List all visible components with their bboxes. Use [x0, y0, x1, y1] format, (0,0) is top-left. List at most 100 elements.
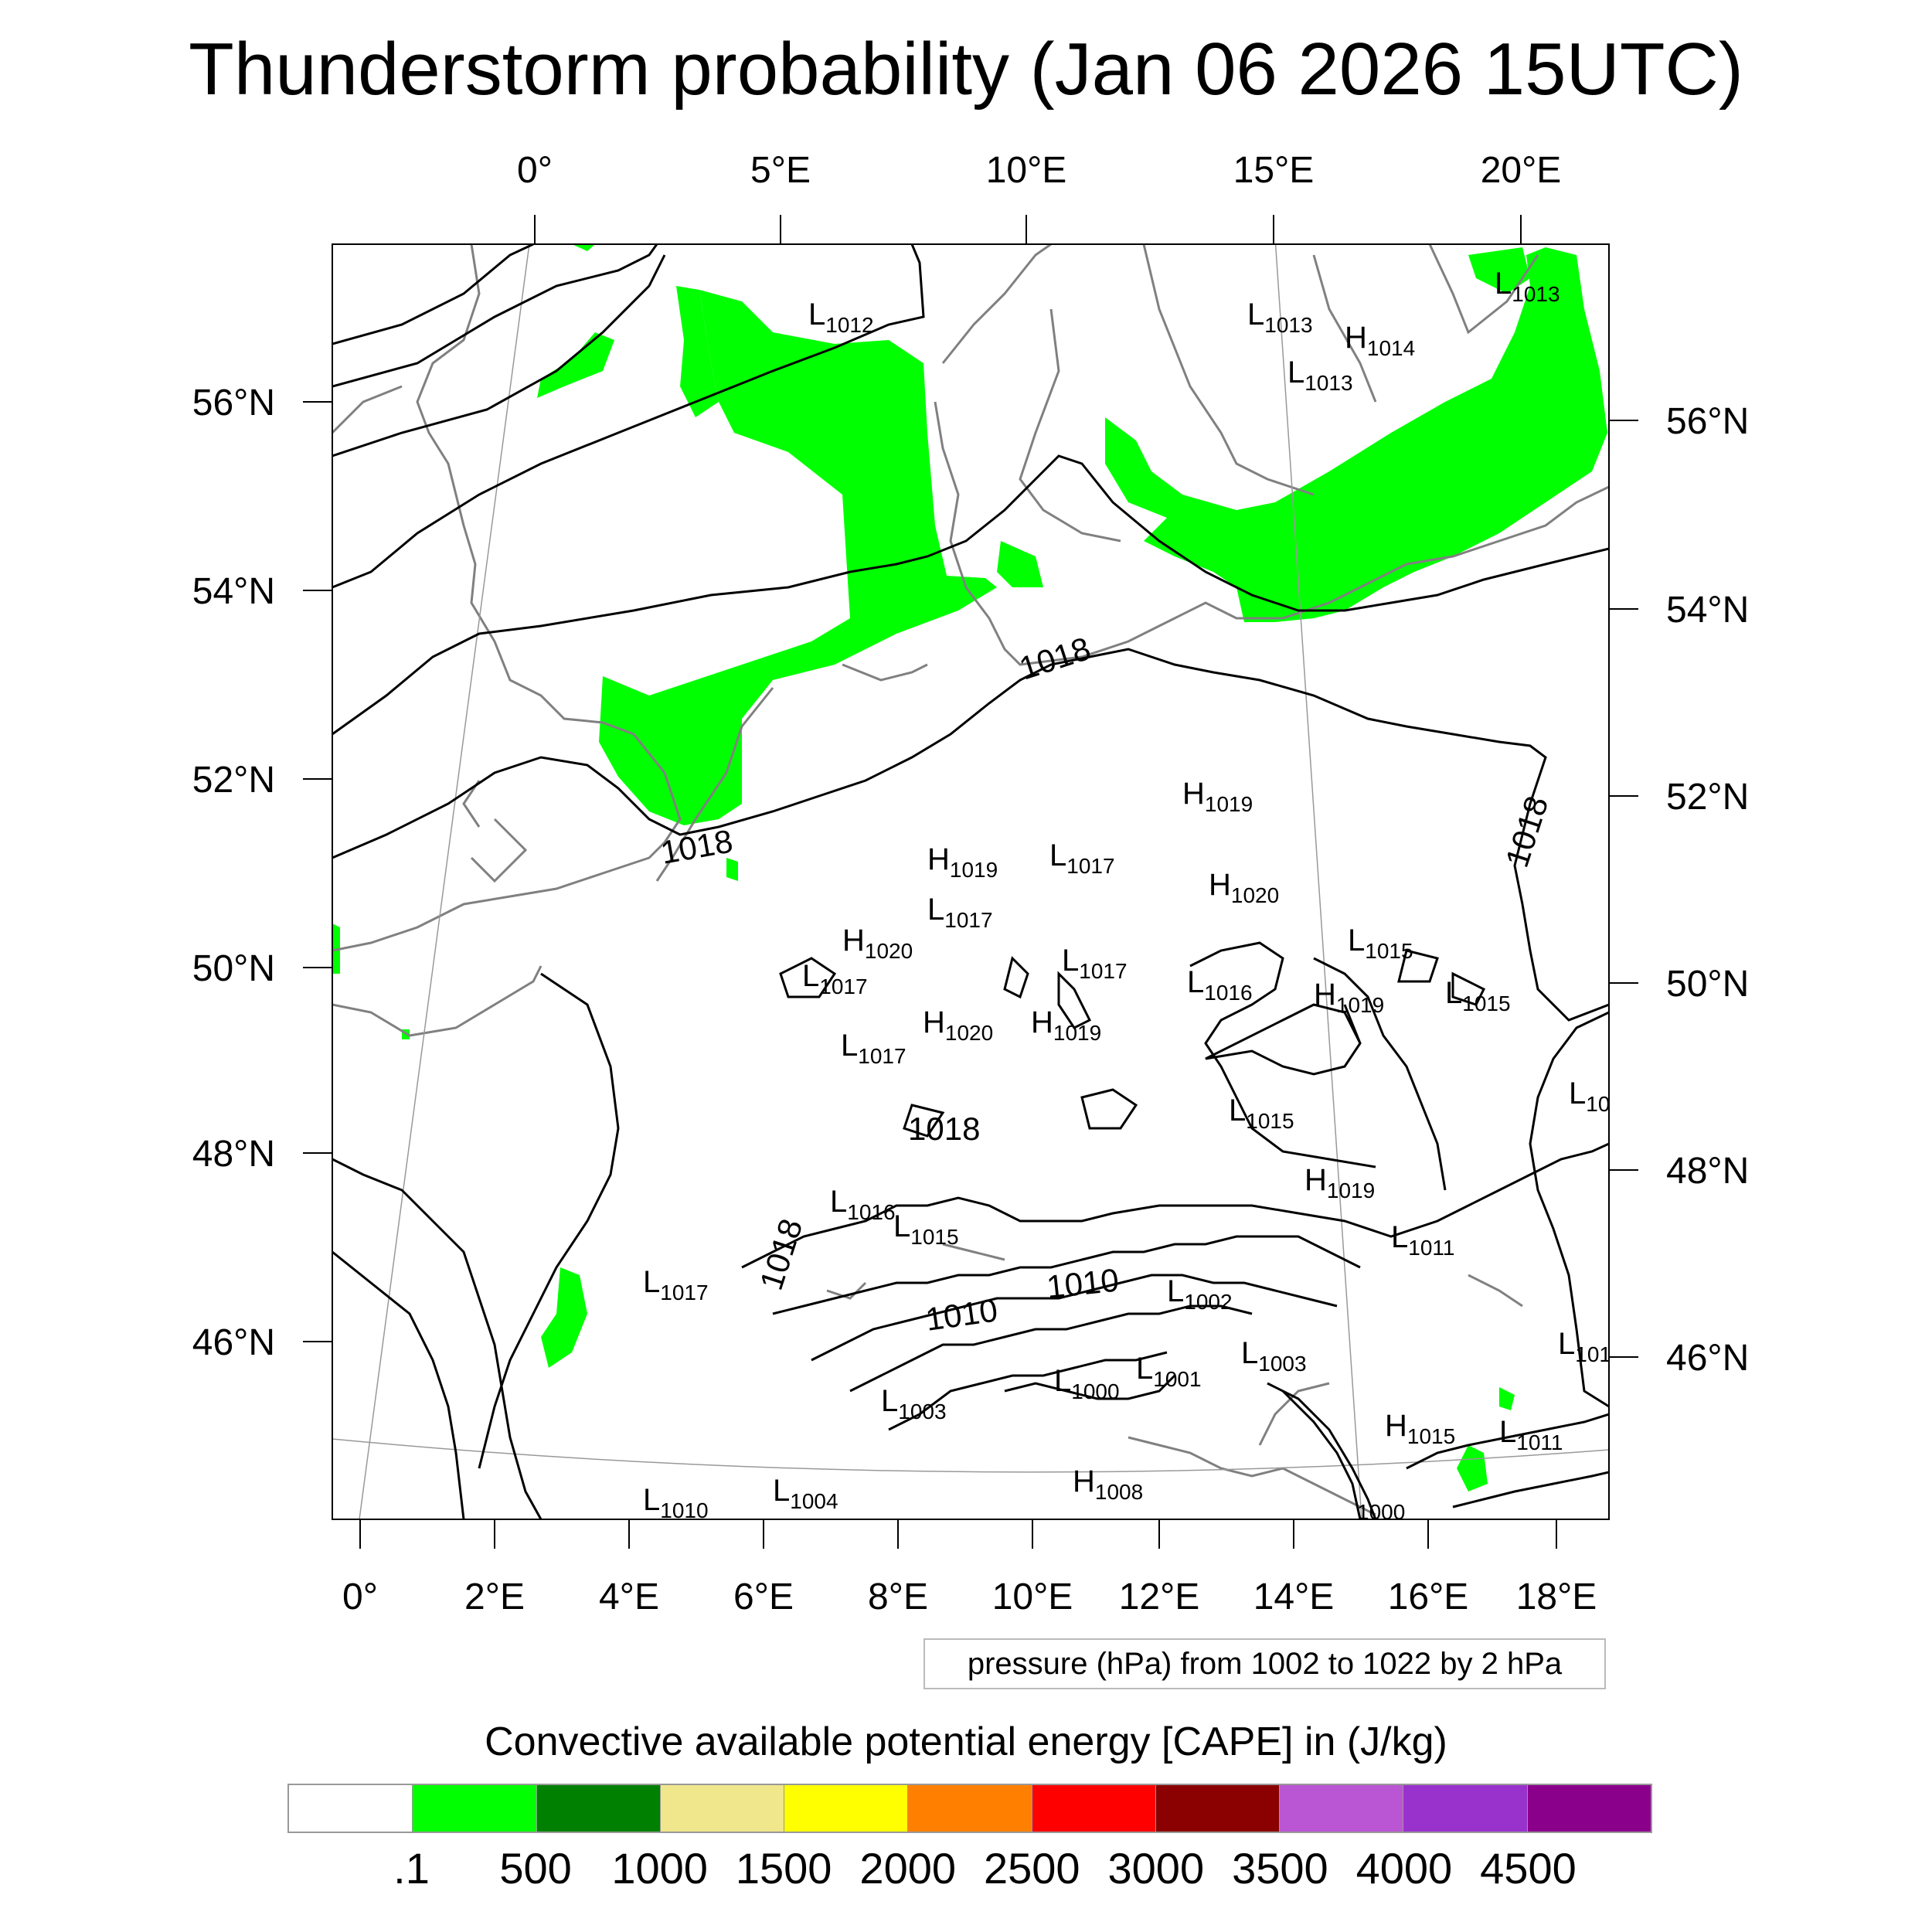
colorbar-swatch [1527, 1785, 1651, 1832]
bottom-lon-label: 10°E [992, 1577, 1073, 1617]
colorbar-swatch [413, 1785, 537, 1832]
isobar-label: 1018 [753, 1214, 810, 1294]
cape-area-north-sea-west [676, 286, 719, 417]
right-lat-label: 54°N [1666, 590, 1749, 631]
colorbar-swatch [289, 1785, 413, 1832]
map-frame [332, 243, 1610, 1520]
cape-area-uk-east [537, 332, 614, 398]
pressure-center: L1013 [1287, 355, 1353, 395]
pressure-center: L10 [1569, 1077, 1610, 1116]
pressure-center: L1011 [1499, 1415, 1563, 1454]
right-lat-label: 48°N [1666, 1151, 1749, 1192]
colorbar-label: 4000 [1355, 1844, 1453, 1893]
pressure-center: H1020 [1209, 868, 1279, 907]
pressure-center: H1019 [1314, 978, 1384, 1017]
pressure-center: H1008 [1073, 1464, 1143, 1504]
colorbar-swatch [1155, 1785, 1281, 1832]
pressure-center: L1015 [1445, 976, 1511, 1015]
pressure-center: L1010 [643, 1483, 709, 1522]
pressure-center: L1015 [1348, 923, 1413, 963]
bottom-lon-labels: 0° 2°E 4°E 6°E 8°E 10°E 12°E 14°E 16°E 1… [342, 1577, 1597, 1617]
colorbar-label: .1 [393, 1844, 430, 1893]
colorbar-swatch [1280, 1785, 1404, 1832]
colorbar [287, 1784, 1652, 1833]
colorbar-title: Convective available potential energy [C… [485, 1719, 1447, 1764]
pressure-center: H1019 [1304, 1163, 1375, 1202]
bottom-lon-label: 12°E [1119, 1577, 1200, 1617]
pressure-center: L101 [1558, 1327, 1611, 1366]
tick-marks [303, 215, 1638, 1549]
pressure-center: L1017 [841, 1029, 906, 1068]
colorbar-label: 3000 [1107, 1844, 1205, 1893]
cape-area-north-sea [599, 290, 997, 825]
colorbar-swatch [660, 1785, 785, 1832]
pressure-center: L1017 [802, 959, 868, 998]
colorbar-swatch [1403, 1785, 1528, 1832]
cape-area-channel [726, 858, 738, 881]
left-lat-label: 54°N [192, 571, 275, 612]
pressure-center: H1015 [1385, 1409, 1455, 1448]
bottom-lon-label: 8°E [868, 1577, 928, 1617]
pressure-center: L1011 [1391, 1220, 1454, 1260]
isobar-labels: 1018 1018 1018 1018 1018 1010 1010 [658, 630, 1555, 1338]
pressure-center: L1003 [1241, 1336, 1307, 1376]
colorbar-label: 2500 [983, 1844, 1080, 1893]
pressure-center: H1019 [1031, 1005, 1101, 1045]
left-lat-labels: 56°N 54°N 52°N 50°N 48°N 46°N [192, 383, 275, 1363]
cape-area-croatia [1499, 1387, 1515, 1410]
cape-area-baltic [1105, 247, 1607, 622]
bottom-lon-label: 14°E [1253, 1577, 1335, 1617]
pressure-center: L1004 [773, 1474, 838, 1513]
isobar-label: 1018 [908, 1111, 980, 1147]
pressure-center: L1017 [1062, 944, 1128, 983]
colorbar-label: 1000 [611, 1844, 708, 1893]
left-lat-label: 48°N [192, 1134, 275, 1175]
cape-area-small-2 [572, 244, 595, 251]
bottom-lon-label: 4°E [599, 1577, 659, 1617]
top-lon-labels: 0° 5°E 10°E 15°E 20°E [517, 150, 1561, 191]
top-lon-label: 10°E [986, 150, 1067, 191]
top-lon-label: 5°E [750, 150, 811, 191]
left-lat-label: 56°N [192, 383, 275, 423]
pressure-center: L1017 [1049, 838, 1115, 878]
pressure-info-box: pressure (hPa) from 1002 to 1022 by 2 hP… [923, 1638, 1606, 1689]
graticule [332, 244, 1609, 1519]
top-lon-label: 20°E [1481, 150, 1562, 191]
isobar-label: 1018 [1498, 791, 1556, 871]
colorbar-label: 4500 [1480, 1844, 1577, 1893]
cape-area-skagerrak [997, 541, 1043, 587]
left-lat-label: 46°N [192, 1322, 275, 1363]
isobars [332, 244, 1609, 1519]
pressure-center: L1001 [1136, 1352, 1202, 1391]
isobar-label: 1010 [923, 1291, 1000, 1338]
cape-area-adriatic [1457, 1445, 1488, 1492]
pressure-center: 1000 [1357, 1500, 1405, 1524]
colorbar-label: 2000 [859, 1844, 956, 1893]
pressure-center: L1016 [1187, 965, 1253, 1005]
isobar-label: 1010 [1045, 1261, 1121, 1305]
left-lat-label: 52°N [192, 760, 275, 801]
pressure-center: H1020 [842, 923, 913, 963]
colorbar-label: 500 [499, 1844, 572, 1893]
pressure-center: L1017 [927, 893, 993, 932]
cape-area-france-west [541, 1267, 587, 1368]
right-lat-label: 52°N [1666, 777, 1749, 818]
pressure-center: H1019 [1182, 777, 1253, 816]
pressure-centers: L1012 L1013 L1013 H1014 L1013 H1019 L101… [643, 267, 1611, 1524]
top-lon-label: 0° [517, 150, 553, 191]
bottom-lon-label: 6°E [733, 1577, 794, 1617]
pressure-center: L1015 [893, 1209, 959, 1249]
colorbar-swatch [908, 1785, 1032, 1832]
cape-shading [332, 244, 1607, 1492]
bottom-lon-label: 16°E [1388, 1577, 1469, 1617]
pressure-center: H1020 [923, 1005, 993, 1045]
right-lat-label: 50°N [1666, 964, 1749, 1005]
coastlines [332, 244, 1609, 1516]
colorbar-label: 3500 [1232, 1844, 1328, 1893]
pressure-center: L1013 [1247, 298, 1313, 337]
bottom-lon-label: 2°E [464, 1577, 525, 1617]
pressure-center: L1016 [830, 1185, 896, 1224]
pressure-center: L1013 [1495, 267, 1560, 306]
